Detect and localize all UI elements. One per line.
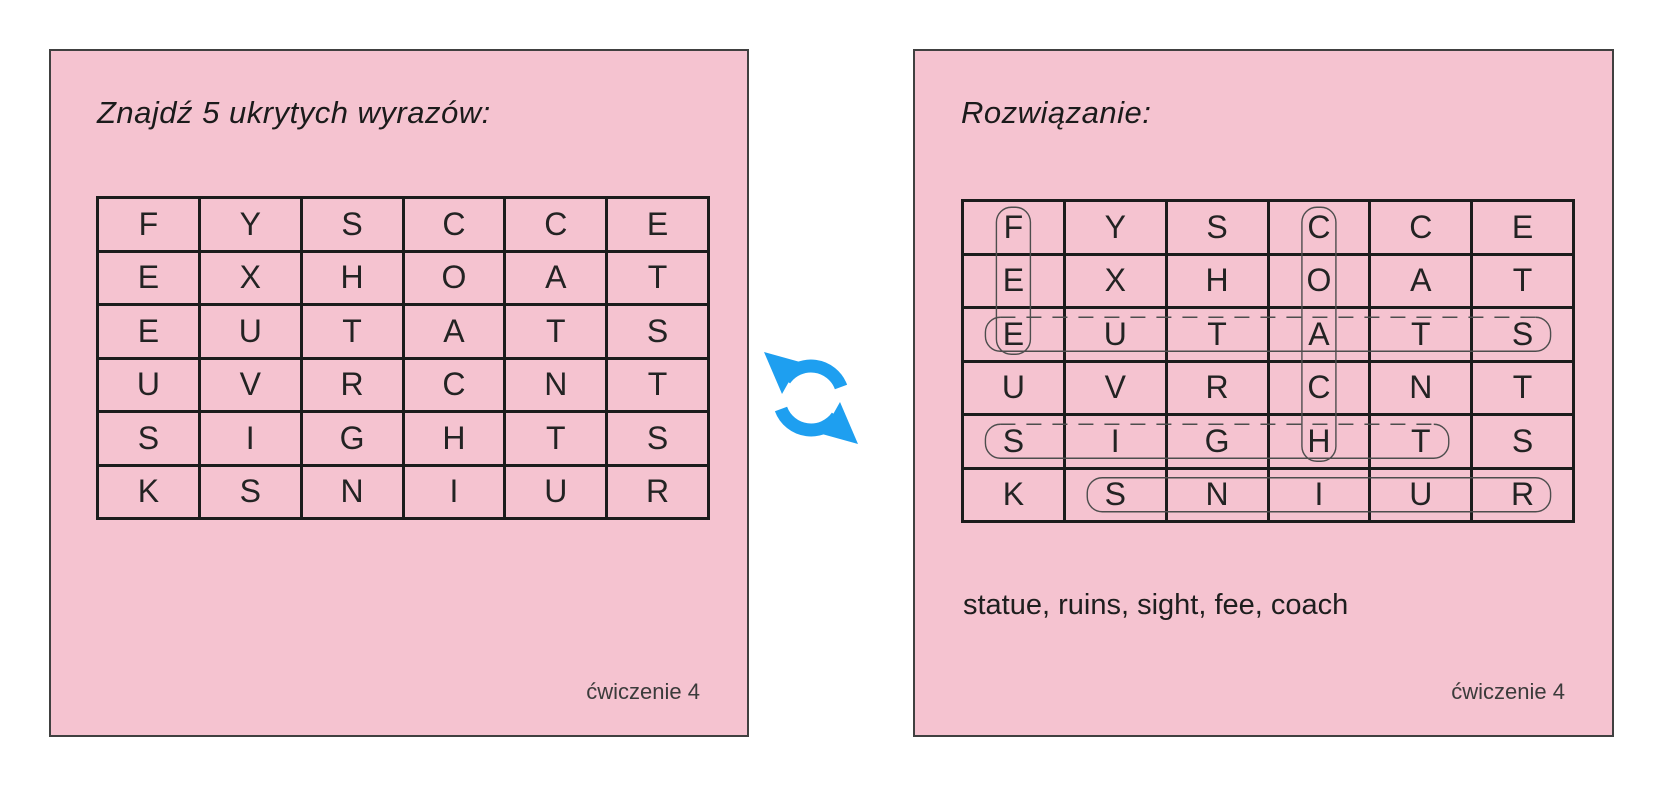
grid-cell-r6c1: K — [964, 469, 1063, 520]
grid-cell-r6c6: R — [608, 466, 707, 517]
grid-cell-r2c4: O — [1269, 255, 1369, 306]
refresh-icon[interactable] — [758, 334, 864, 458]
grid-cell-r1c4: C — [1269, 202, 1369, 253]
grid-cell-r6c4: I — [404, 466, 504, 517]
grid-cell-r1c5: C — [506, 199, 606, 250]
grid-cell-r3c4: A — [1269, 309, 1369, 360]
grid-cell-r5c6: S — [608, 413, 707, 464]
grid-cell-r6c6: R — [1473, 469, 1572, 520]
grid-cell-r5c5: T — [1371, 416, 1471, 467]
grid-cell-r6c1: K — [99, 466, 198, 517]
grid-cell-r2c5: A — [506, 252, 606, 303]
grid-cell-r1c2: Y — [200, 199, 300, 250]
grid-cell-r4c6: T — [1473, 362, 1572, 413]
grid-cell-r2c2: X — [200, 252, 300, 303]
grid-cell-r4c2: V — [1065, 362, 1165, 413]
grid-cell-r4c4: C — [404, 359, 504, 410]
grid-cell-r2c6: T — [1473, 255, 1572, 306]
grid-cell-r2c3: H — [1167, 255, 1267, 306]
grid-cell-r4c4: C — [1269, 362, 1369, 413]
grid-cell-r3c2: U — [200, 306, 300, 357]
grid-cell-r5c1: S — [964, 416, 1063, 467]
grid-cell-r4c5: N — [506, 359, 606, 410]
grid-cell-r6c4: I — [1269, 469, 1369, 520]
grid-cell-r5c5: T — [506, 413, 606, 464]
grid-cell-r2c4: O — [404, 252, 504, 303]
grid-cell-r6c5: U — [1371, 469, 1471, 520]
grid-cell-r3c2: U — [1065, 309, 1165, 360]
grid-cell-r2c5: A — [1371, 255, 1471, 306]
grid-cell-r6c3: N — [302, 466, 402, 517]
grid-cell-r3c6: S — [1473, 309, 1572, 360]
grid-cell-r4c5: N — [1371, 362, 1471, 413]
grid-cell-r1c3: S — [1167, 202, 1267, 253]
grid-cell-r5c2: I — [200, 413, 300, 464]
grid-cell-r1c4: C — [404, 199, 504, 250]
puzzle-title: Znajdź 5 ukrytych wyrazów: — [97, 95, 491, 130]
grid-cell-r4c1: U — [964, 362, 1063, 413]
grid-cell-r5c6: S — [1473, 416, 1572, 467]
grid-cell-r5c1: S — [99, 413, 198, 464]
grid-cell-r3c3: T — [1167, 309, 1267, 360]
grid-cell-r1c2: Y — [1065, 202, 1165, 253]
grid-cell-r1c6: E — [608, 199, 707, 250]
grid-cell-r2c6: T — [608, 252, 707, 303]
grid-cell-r4c6: T — [608, 359, 707, 410]
grid-cell-r3c4: A — [404, 306, 504, 357]
grid-cell-r6c3: N — [1167, 469, 1267, 520]
grid-cell-r2c3: H — [302, 252, 402, 303]
sync-arrows-icon — [764, 352, 858, 444]
exercise-label: ćwiczenie 4 — [586, 679, 700, 704]
grid-cell-r2c1: E — [964, 255, 1063, 306]
grid-cell-r4c3: R — [302, 359, 402, 410]
grid-cell-r5c4: H — [404, 413, 504, 464]
grid-cell-r6c2: S — [200, 466, 300, 517]
grid-cell-r3c5: T — [506, 306, 606, 357]
grid-cell-r3c1: E — [99, 306, 198, 357]
grid-cell-r5c2: I — [1065, 416, 1165, 467]
solution-title: Rozwiązanie: — [961, 95, 1152, 130]
grid-cell-r3c3: T — [302, 306, 402, 357]
grid-cell-r2c1: E — [99, 252, 198, 303]
grid-cell-r3c5: T — [1371, 309, 1471, 360]
grid-cell-r3c1: E — [964, 309, 1063, 360]
exercise-label: ćwiczenie 4 — [1451, 679, 1565, 704]
grid-cell-r6c2: S — [1065, 469, 1165, 520]
grid-cell-r6c5: U — [506, 466, 606, 517]
found-words-list: statue, ruins, sight, fee, coach — [963, 589, 1349, 621]
grid-cell-r1c5: C — [1371, 202, 1471, 253]
grid-cell-r1c3: S — [302, 199, 402, 250]
grid-cell-r1c1: F — [964, 202, 1063, 253]
grid-cell-r4c1: U — [99, 359, 198, 410]
grid-cell-r1c6: E — [1473, 202, 1572, 253]
grid-cell-r2c2: X — [1065, 255, 1165, 306]
grid-cell-r5c3: G — [1167, 416, 1267, 467]
grid-cell-r3c6: S — [608, 306, 707, 357]
grid-cell-r4c2: V — [200, 359, 300, 410]
grid-cell-r4c3: R — [1167, 362, 1267, 413]
grid-cell-r5c4: H — [1269, 416, 1369, 467]
grid-cell-r1c1: F — [99, 199, 198, 250]
grid-cell-r5c3: G — [302, 413, 402, 464]
